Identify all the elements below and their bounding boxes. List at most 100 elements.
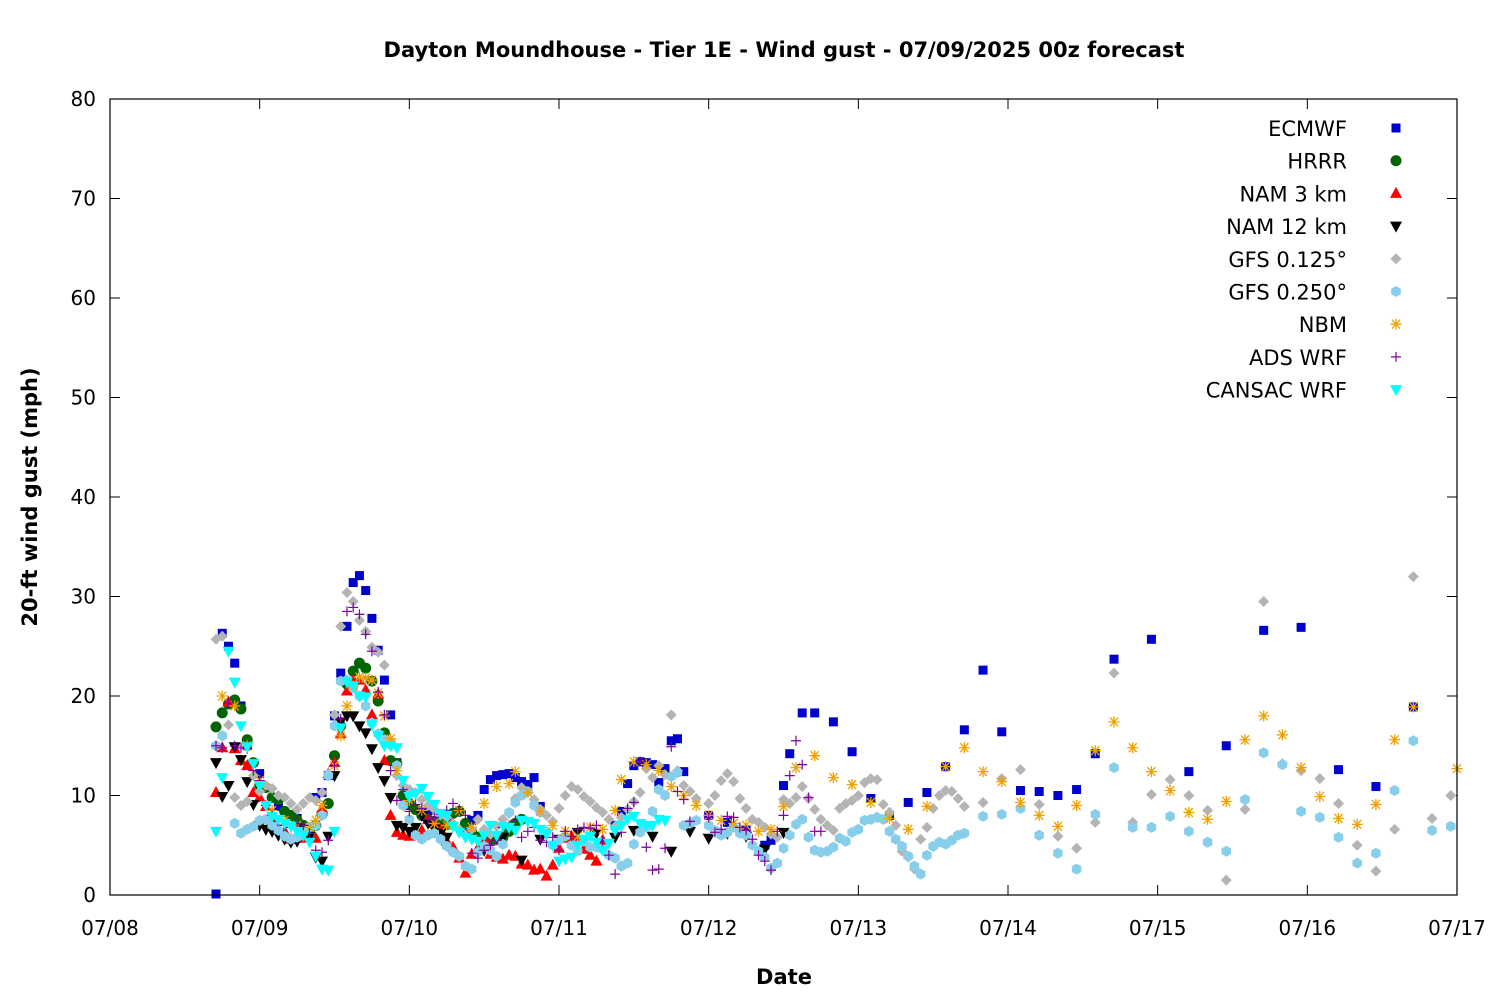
- data-point: [703, 797, 715, 809]
- data-point: [297, 797, 309, 809]
- data-point: [284, 821, 297, 833]
- data-point: [728, 812, 739, 823]
- legend-label: ECMWF: [1268, 117, 1347, 141]
- data-point: [690, 799, 702, 811]
- data-point: [547, 832, 558, 843]
- data-point: [1014, 796, 1026, 808]
- data-point: [740, 802, 752, 814]
- data-point: [778, 810, 789, 821]
- data-point: [222, 646, 235, 658]
- data-point: [297, 830, 310, 842]
- data-point: [1089, 745, 1101, 757]
- data-point: [1221, 845, 1232, 857]
- data-point: [428, 817, 440, 829]
- data-point: [1445, 790, 1457, 801]
- data-point: [466, 863, 477, 875]
- data-point: [498, 838, 508, 850]
- data-point: [803, 792, 814, 803]
- data-point: [211, 889, 221, 899]
- data-point: [540, 829, 553, 841]
- data-points: [210, 571, 1463, 899]
- data-point: [1127, 821, 1138, 833]
- data-point: [492, 771, 502, 781]
- data-point: [946, 786, 958, 798]
- data-point: [253, 781, 266, 793]
- data-point: [496, 852, 509, 864]
- data-point: [572, 824, 583, 835]
- data-point: [385, 733, 397, 745]
- data-point: [741, 825, 752, 836]
- data-point: [1090, 808, 1101, 820]
- data-point: [372, 646, 384, 658]
- data-point: [390, 743, 403, 755]
- data-point: [279, 791, 291, 803]
- data-point: [1072, 785, 1082, 795]
- data-point: [691, 814, 701, 826]
- data-point: [1371, 847, 1381, 859]
- data-point: [828, 717, 838, 727]
- data-point: [241, 795, 253, 807]
- data-point: [784, 770, 795, 781]
- data-point: [672, 767, 683, 779]
- data-point: [453, 827, 466, 839]
- data-point: [460, 810, 471, 821]
- data-point: [223, 697, 234, 708]
- data-point: [921, 821, 933, 833]
- data-point: [335, 730, 347, 742]
- data-point: [234, 755, 247, 767]
- data-point: [1089, 816, 1101, 828]
- data-point: [622, 803, 633, 814]
- data-point: [578, 822, 589, 833]
- data-point: [1014, 764, 1026, 776]
- data-point: [959, 725, 969, 735]
- legend: ECMWF HRRR NAM 3 km NAM 12 km GFS 0.125° GFS …: [1206, 117, 1402, 403]
- data-point: [590, 801, 602, 813]
- data-point: [403, 826, 416, 838]
- data-point: [884, 812, 896, 824]
- data-point: [1296, 805, 1306, 817]
- data-point: [922, 788, 932, 798]
- legend-marker: [1391, 351, 1401, 362]
- x-tick-label: 07/17: [1428, 916, 1486, 940]
- data-point: [884, 825, 895, 837]
- data-point: [554, 845, 564, 856]
- data-point: [515, 855, 528, 867]
- data-point: [323, 835, 334, 846]
- data-point: [546, 840, 559, 852]
- data-point: [596, 845, 609, 857]
- data-point: [1276, 729, 1288, 741]
- data-point: [721, 768, 733, 780]
- data-point: [328, 826, 341, 838]
- data-point: [1389, 734, 1401, 746]
- data-point: [373, 687, 384, 698]
- data-point: [516, 832, 527, 843]
- data-point: [715, 814, 727, 826]
- data-point: [1426, 812, 1438, 824]
- x-tick-label: 07/13: [830, 916, 888, 940]
- data-point: [852, 790, 864, 801]
- data-point: [540, 869, 553, 881]
- data-point: [796, 781, 808, 793]
- data-point: [1239, 803, 1251, 815]
- data-point: [1109, 762, 1119, 774]
- data-point: [952, 792, 964, 804]
- data-point: [503, 822, 516, 834]
- data-point: [728, 776, 740, 788]
- data-point: [466, 848, 477, 859]
- data-point: [847, 747, 857, 757]
- data-point: [298, 820, 309, 831]
- x-tick-label: 07/08: [81, 916, 139, 940]
- data-point: [429, 812, 440, 823]
- data-point: [590, 837, 603, 849]
- data-point: [359, 728, 372, 740]
- data-point: [504, 806, 514, 818]
- data-point: [665, 846, 678, 858]
- x-axis-ticks: 07/08 07/09 07/10 07/11 07/12 07/13 07/14 07/15…: [81, 99, 1486, 940]
- data-point: [1389, 785, 1400, 797]
- data-point: [546, 858, 559, 870]
- data-point: [348, 578, 358, 588]
- data-point: [865, 796, 877, 808]
- data-point: [797, 813, 807, 825]
- data-point: [479, 845, 490, 856]
- data-point: [216, 630, 228, 642]
